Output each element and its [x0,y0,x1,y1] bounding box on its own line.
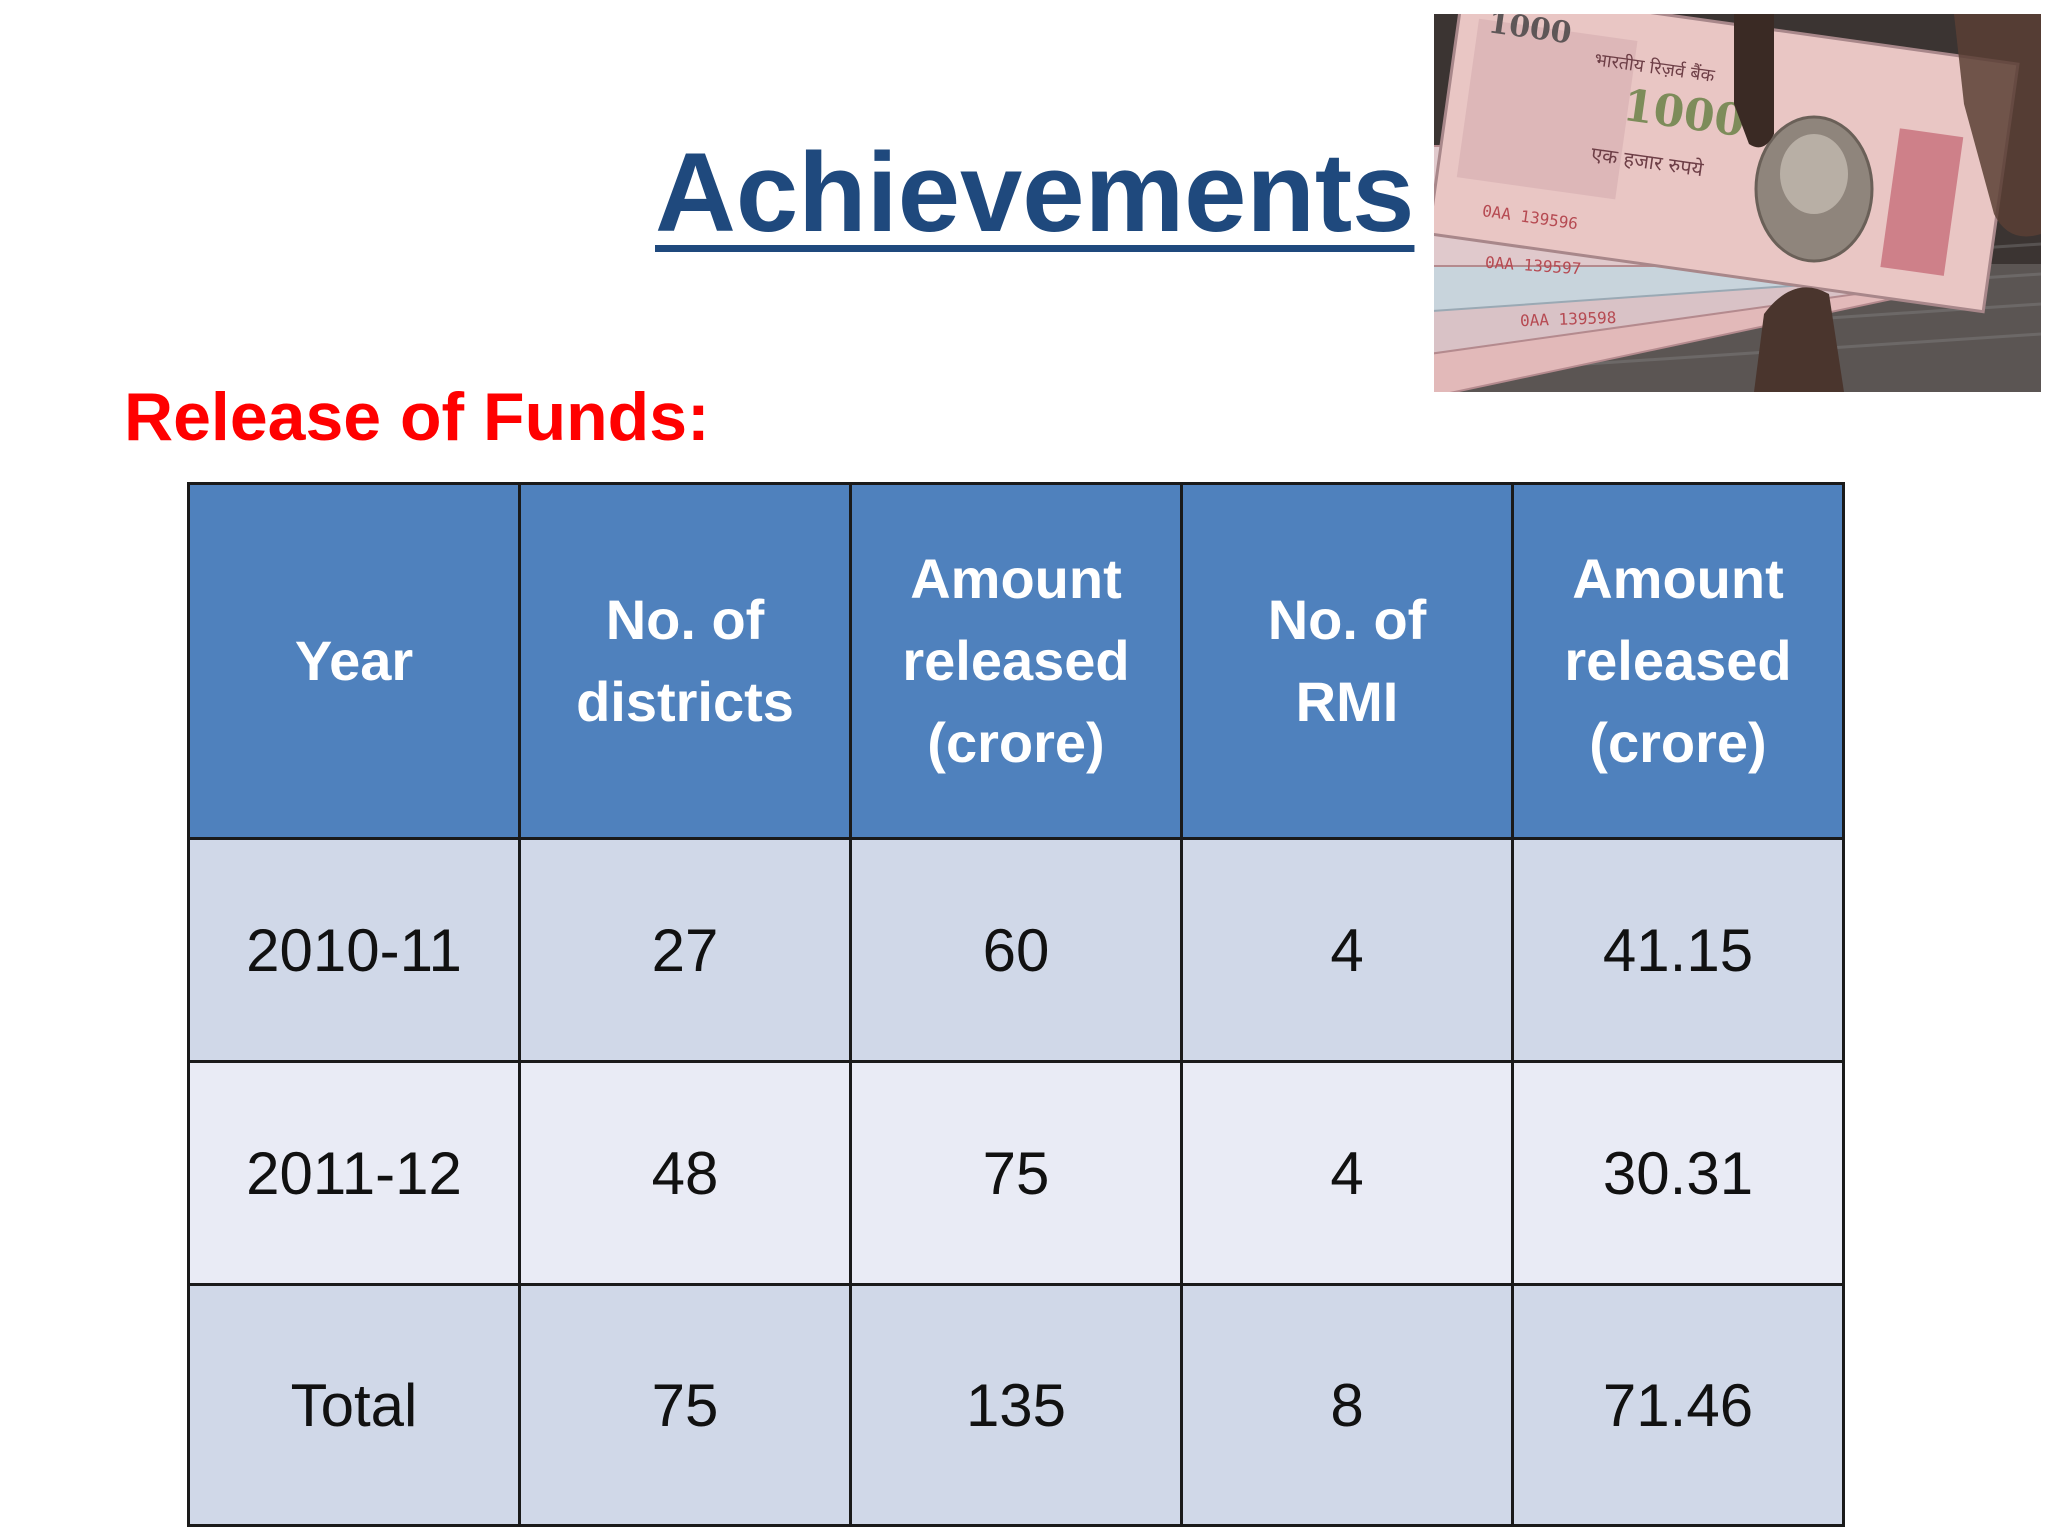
cell-year: 2011-12 [187,1060,521,1286]
header-amount-released-districts: Amount released (crore) [849,482,1183,840]
svg-text:0AA 139598: 0AA 139598 [1520,308,1617,330]
table-row-total: Total 75 135 8 71.46 [187,1283,1845,1527]
table-row: 2011-12 48 75 4 30.31 [187,1060,1845,1286]
cell-rmi: 8 [1180,1283,1514,1527]
cell-districts: 48 [518,1060,852,1286]
cell-rmi: 4 [1180,1060,1514,1286]
cell-amount-rmi: 71.46 [1511,1283,1845,1527]
header-no-of-districts: No. of districts [518,482,852,840]
table-header-row: Year No. of districts Amount released (cror… [187,482,1845,840]
cell-amount-districts: 60 [849,837,1183,1063]
cell-year: Total [187,1283,521,1527]
cell-amount-rmi: 30.31 [1511,1060,1845,1286]
header-amount-released-rmi: Amount released (crore) [1511,482,1845,840]
cell-amount-districts: 135 [849,1283,1183,1527]
cell-year: 2010-11 [187,837,521,1063]
funds-table: Year No. of districts Amount released (cror… [187,482,1845,1527]
cell-districts: 75 [518,1283,852,1527]
header-no-of-rmi: No. of RMI [1180,482,1514,840]
section-subtitle: Release of Funds: [124,379,710,455]
cell-rmi: 4 [1180,837,1514,1063]
currency-notes-image: 1000 1000 एक हजार रुपये भारतीय रिज़र्व ब… [1434,14,2041,392]
table-row: 2010-11 27 60 4 41.15 [187,837,1845,1063]
slide-title: Achievements [655,130,1415,255]
cell-amount-districts: 75 [849,1060,1183,1286]
cell-amount-rmi: 41.15 [1511,837,1845,1063]
cell-districts: 27 [518,837,852,1063]
header-year: Year [187,482,521,840]
